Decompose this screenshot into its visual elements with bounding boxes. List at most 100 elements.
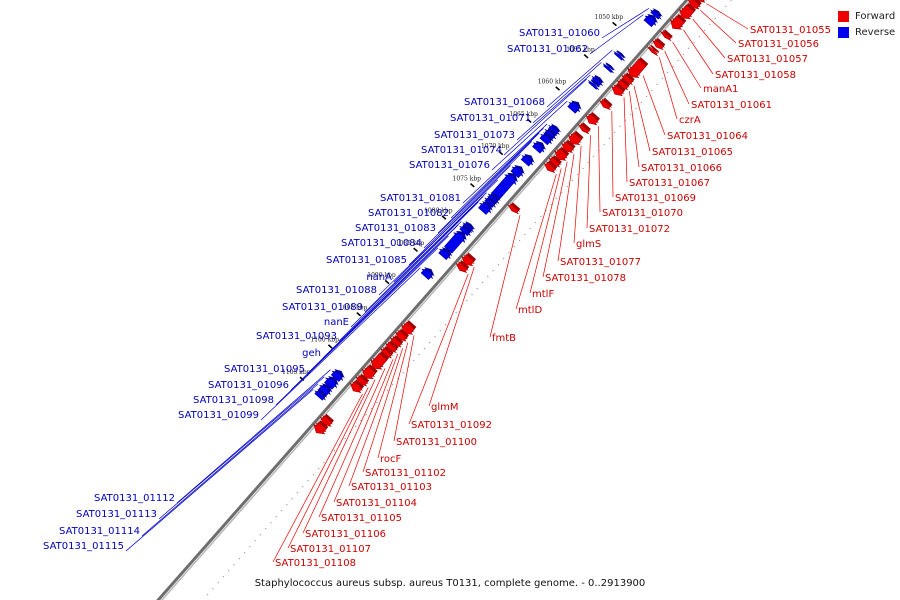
- forward-gene-arrow[interactable]: [660, 30, 672, 41]
- forward-gene-arrow[interactable]: [385, 341, 398, 353]
- forward-gene-arrow[interactable]: [669, 15, 685, 30]
- reverse-gene-label[interactable]: SAT0131_01099: [178, 410, 259, 421]
- forward-gene-label[interactable]: SAT0131_01058: [715, 70, 796, 81]
- forward-gene-label[interactable]: SAT0131_01069: [615, 193, 696, 204]
- forward-gene-arrow[interactable]: [390, 336, 402, 348]
- forward-gene-arrow[interactable]: [568, 132, 582, 146]
- forward-gene-label[interactable]: SAT0131_01104: [336, 498, 417, 509]
- forward-gene-label[interactable]: SAT0131_01107: [290, 544, 371, 555]
- forward-gene-label[interactable]: SAT0131_01100: [396, 437, 477, 448]
- forward-gene-arrow[interactable]: [585, 113, 599, 126]
- forward-gene-arrow[interactable]: [611, 84, 625, 97]
- reverse-gene-arrow[interactable]: [484, 197, 496, 208]
- forward-gene-arrow[interactable]: [507, 203, 519, 215]
- reverse-gene-label[interactable]: SAT0131_01093: [256, 331, 337, 342]
- forward-gene-label[interactable]: SAT0131_01055: [750, 25, 831, 36]
- forward-gene-arrow[interactable]: [621, 74, 634, 85]
- forward-gene-arrow[interactable]: [694, 0, 706, 3]
- reverse-gene-label[interactable]: SAT0131_01074: [421, 145, 502, 156]
- forward-gene-label[interactable]: czrA: [679, 115, 701, 126]
- forward-gene-arrow[interactable]: [554, 148, 568, 161]
- forward-gene-arrow[interactable]: [652, 39, 664, 51]
- reverse-gene-label[interactable]: SAT0131_01084: [341, 238, 422, 249]
- reverse-gene-arrow[interactable]: [613, 51, 625, 62]
- forward-gene-arrow[interactable]: [688, 0, 701, 10]
- forward-gene-arrow[interactable]: [627, 58, 647, 78]
- reverse-gene-arrow[interactable]: [544, 129, 556, 140]
- forward-gene-label[interactable]: SAT0131_01066: [641, 163, 722, 174]
- forward-gene-label[interactable]: SAT0131_01105: [321, 513, 402, 524]
- forward-gene-label[interactable]: SAT0131_01102: [365, 468, 446, 479]
- reverse-gene-label[interactable]: SAT0131_01088: [296, 285, 377, 296]
- forward-gene-arrow[interactable]: [616, 79, 629, 90]
- forward-gene-arrow[interactable]: [679, 4, 695, 20]
- reverse-gene-arrow[interactable]: [459, 225, 471, 237]
- reverse-gene-label[interactable]: SAT0131_01076: [409, 160, 490, 171]
- forward-gene-arrow[interactable]: [395, 330, 408, 342]
- forward-gene-label[interactable]: SAT0131_01108: [275, 558, 356, 569]
- reverse-gene-arrow[interactable]: [591, 75, 603, 86]
- forward-gene-arrow[interactable]: [548, 156, 561, 168]
- reverse-gene-label[interactable]: nanA: [366, 272, 392, 283]
- reverse-gene-label[interactable]: geh: [302, 348, 321, 359]
- reverse-gene-arrow[interactable]: [650, 9, 662, 20]
- reverse-gene-label[interactable]: SAT0131_01068: [464, 97, 545, 108]
- reverse-gene-arrow[interactable]: [420, 268, 433, 281]
- reverse-gene-label[interactable]: SAT0131_01071: [450, 113, 531, 124]
- forward-gene-arrow[interactable]: [370, 352, 388, 370]
- reverse-gene-arrow[interactable]: [567, 102, 580, 114]
- reverse-gene-arrow[interactable]: [491, 174, 517, 201]
- forward-gene-arrow[interactable]: [355, 375, 368, 387]
- reverse-gene-arrow[interactable]: [539, 133, 552, 146]
- forward-gene-arrow[interactable]: [455, 261, 468, 273]
- forward-gene-label[interactable]: SAT0131_01056: [738, 39, 819, 50]
- forward-gene-arrow[interactable]: [320, 415, 333, 427]
- reverse-gene-arrow[interactable]: [314, 390, 326, 401]
- forward-gene-label[interactable]: rocF: [380, 454, 402, 465]
- forward-gene-label[interactable]: manA1: [703, 84, 738, 95]
- reverse-gene-arrow[interactable]: [330, 370, 344, 382]
- forward-gene-arrow[interactable]: [380, 347, 393, 359]
- forward-gene-label[interactable]: SAT0131_01057: [727, 54, 808, 65]
- forward-gene-label[interactable]: SAT0131_01103: [351, 482, 432, 493]
- reverse-gene-arrow[interactable]: [318, 384, 331, 397]
- reverse-gene-label[interactable]: SAT0131_01113: [76, 509, 157, 520]
- reverse-gene-label[interactable]: SAT0131_01062: [507, 44, 588, 55]
- forward-gene-arrow[interactable]: [543, 161, 556, 173]
- forward-gene-label[interactable]: glmS: [576, 239, 601, 250]
- forward-gene-label[interactable]: SAT0131_01061: [691, 100, 772, 111]
- reverse-gene-arrow[interactable]: [548, 124, 560, 136]
- forward-gene-label[interactable]: SAT0131_01078: [545, 273, 626, 284]
- reverse-gene-arrow[interactable]: [602, 63, 614, 74]
- forward-gene-label[interactable]: SAT0131_01106: [305, 529, 386, 540]
- forward-gene-label[interactable]: mtlD: [518, 305, 542, 316]
- reverse-gene-label[interactable]: SAT0131_01085: [326, 255, 407, 266]
- reverse-gene-arrow[interactable]: [324, 377, 338, 390]
- forward-gene-arrow[interactable]: [577, 123, 590, 135]
- forward-gene-label[interactable]: SAT0131_01067: [629, 178, 710, 189]
- forward-gene-label[interactable]: SAT0131_01072: [589, 224, 670, 235]
- reverse-gene-arrow[interactable]: [643, 15, 657, 28]
- reverse-gene-label[interactable]: SAT0131_01083: [355, 223, 436, 234]
- reverse-gene-label[interactable]: SAT0131_01114: [59, 526, 140, 537]
- reverse-gene-label[interactable]: SAT0131_01115: [43, 541, 124, 552]
- forward-gene-arrow[interactable]: [313, 421, 327, 435]
- reverse-gene-arrow[interactable]: [478, 202, 492, 215]
- forward-gene-arrow[interactable]: [461, 254, 475, 267]
- reverse-gene-label[interactable]: SAT0131_01112: [94, 493, 175, 504]
- forward-gene-label[interactable]: SAT0131_01070: [602, 208, 683, 219]
- forward-gene-arrow[interactable]: [361, 365, 377, 380]
- forward-gene-label[interactable]: SAT0131_01065: [652, 147, 733, 158]
- reverse-gene-label[interactable]: SAT0131_01060: [519, 28, 600, 39]
- reverse-gene-arrow[interactable]: [443, 232, 466, 254]
- reverse-gene-label[interactable]: SAT0131_01096: [208, 380, 289, 391]
- reverse-gene-arrow[interactable]: [438, 248, 451, 261]
- reverse-gene-arrow[interactable]: [510, 166, 524, 179]
- reverse-gene-label[interactable]: SAT0131_01073: [434, 130, 515, 141]
- reverse-gene-label[interactable]: SAT0131_01089: [282, 302, 363, 313]
- forward-gene-arrow[interactable]: [646, 46, 658, 57]
- reverse-gene-label[interactable]: SAT0131_01095: [224, 364, 305, 375]
- forward-gene-label[interactable]: mtlF: [532, 289, 554, 300]
- forward-gene-label[interactable]: SAT0131_01064: [667, 131, 748, 142]
- forward-gene-label[interactable]: SAT0131_01092: [411, 420, 492, 431]
